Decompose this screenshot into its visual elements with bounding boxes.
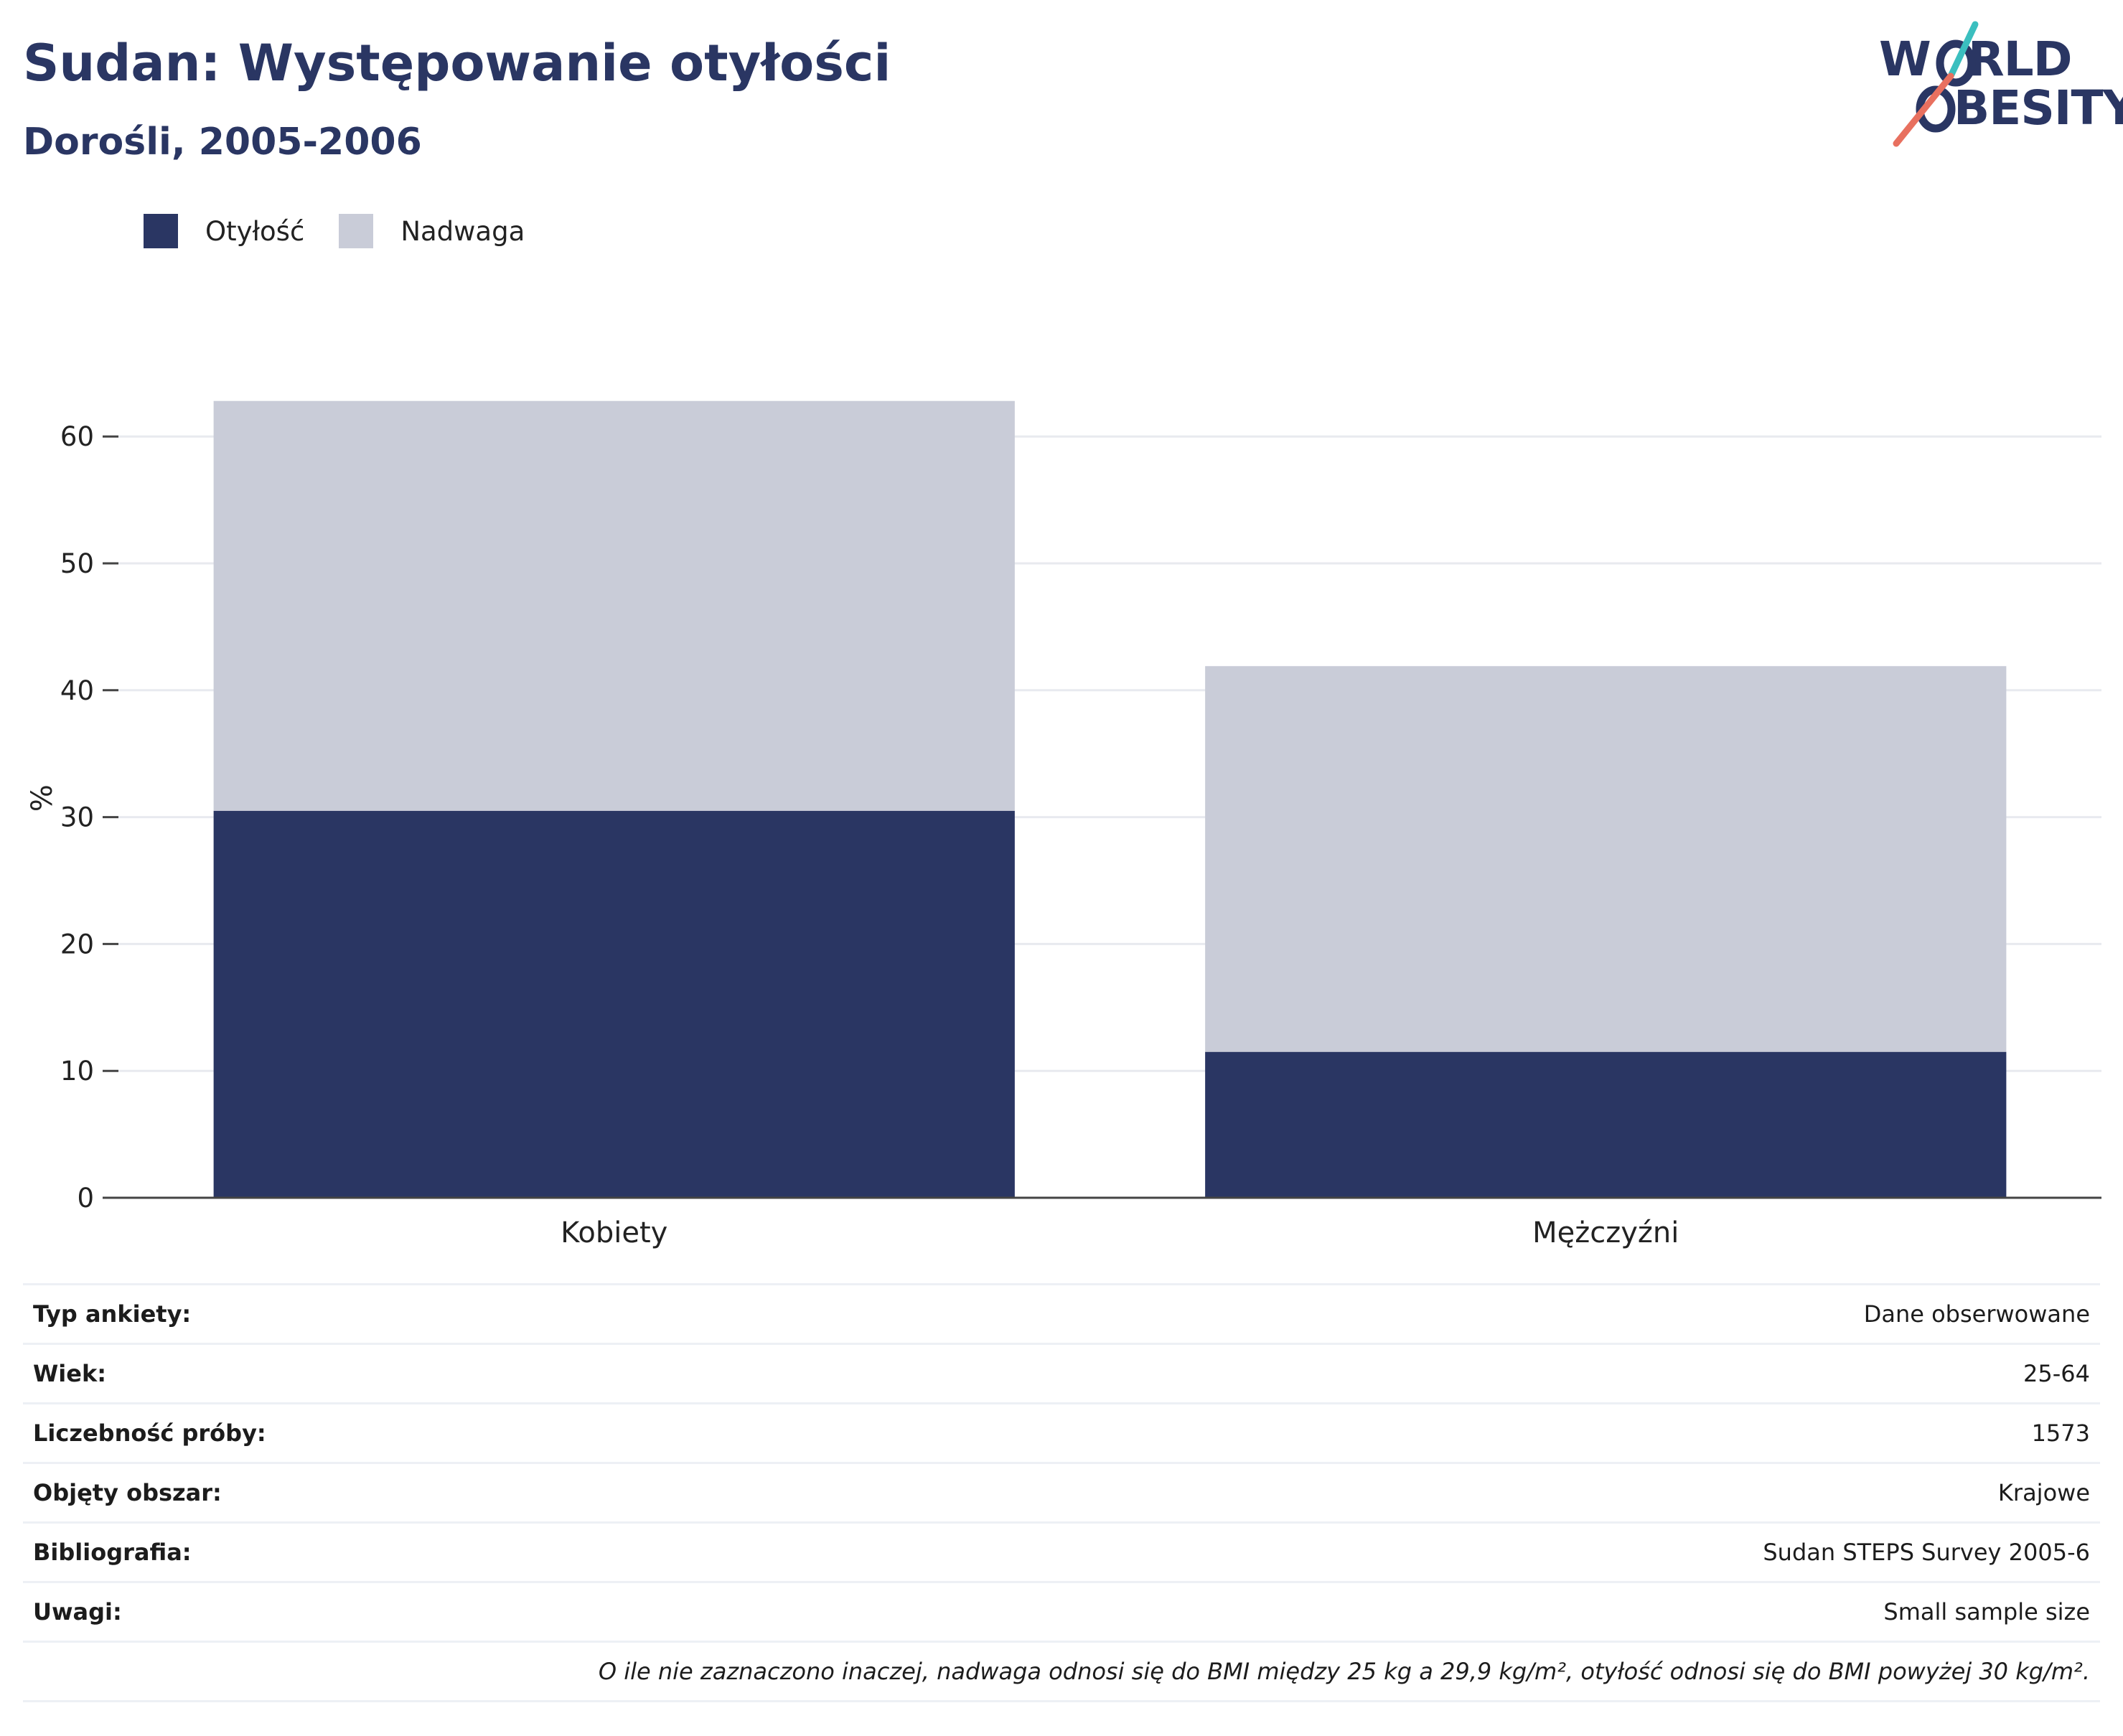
y-tick-label: 0	[77, 1183, 94, 1214]
logo-letters-rld: RLD	[1967, 32, 2073, 87]
logo-letters-besity: BESITY	[1954, 80, 2123, 136]
logo-line-2: BESITY	[1916, 83, 2123, 133]
info-value: Krajowe	[1997, 1479, 2090, 1506]
logo-letter-w: W	[1879, 32, 1931, 87]
chart-legend: Otyłość Nadwaga	[144, 210, 559, 253]
world-obesity-logo: W RLD BESITY	[1866, 20, 2123, 156]
x-tick-label: Kobiety	[561, 1216, 667, 1249]
info-row-area-covered: Objęty obszar: Krajowe	[23, 1464, 2100, 1524]
legend-item-obesity[interactable]: Otyłość	[144, 214, 304, 248]
info-value: Sudan STEPS Survey 2005-6	[1763, 1539, 2090, 1566]
logo-slash-mark	[1893, 21, 1979, 147]
legend-label-obesity: Otyłość	[205, 215, 305, 247]
bmi-definition-note: O ile nie zaznaczono inaczej, nadwaga od…	[23, 1643, 2100, 1702]
info-row-survey-type: Typ ankiety: Dane obserwowane	[23, 1285, 2100, 1345]
y-axis-title: %	[26, 784, 59, 812]
bar-chart: 0 10 20 30 40 50 60% Kobiety Mężczyźni	[26, 400, 2101, 1249]
info-value: 1573	[2031, 1420, 2090, 1447]
bar-segment-overweight	[1205, 666, 2007, 1052]
chart-title: Sudan: Występowanie otyłości	[23, 34, 891, 93]
info-value: Small sample size	[1883, 1598, 2090, 1625]
info-row-age: Wiek: 25-64	[23, 1345, 2100, 1404]
info-value: Dane obserwowane	[1863, 1300, 2090, 1328]
survey-info-table: Typ ankiety: Dane obserwowane Wiek: 25-6…	[23, 1283, 2100, 1702]
info-value: 25-64	[2023, 1360, 2090, 1387]
bar-segment-obesity	[1205, 1051, 2007, 1198]
x-tick-label: Mężczyźni	[1532, 1216, 1679, 1249]
bar-segment-overweight	[213, 400, 1015, 811]
info-key: Objęty obszar:	[33, 1479, 222, 1506]
info-key: Wiek:	[33, 1360, 107, 1387]
logo-slash-coral	[1893, 72, 1954, 147]
info-row-notes: Uwagi: Small sample size	[23, 1583, 2100, 1643]
legend-swatch-obesity	[144, 214, 178, 248]
info-key: Typ ankiety:	[33, 1300, 192, 1328]
y-tick-label: 50	[60, 548, 94, 579]
info-key: Liczebność próby:	[33, 1420, 266, 1447]
legend-item-overweight[interactable]: Nadwaga	[339, 214, 525, 248]
legend-label-overweight: Nadwaga	[400, 215, 525, 247]
info-key: Uwagi:	[33, 1598, 122, 1625]
legend-swatch-overweight	[339, 214, 374, 248]
logo-o-ring-1	[1936, 39, 1976, 87]
chart-subtitle: Dorośli, 2005-2006	[23, 121, 422, 164]
logo-slash-teal	[1947, 21, 1979, 80]
y-tick-label: 40	[60, 675, 94, 706]
logo-line-1: W RLD	[1879, 32, 2073, 87]
y-tick-label: 60	[60, 421, 94, 452]
y-tick-label: 20	[60, 929, 94, 960]
y-tick-label: 10	[60, 1056, 94, 1087]
info-key: Bibliografia:	[33, 1539, 192, 1566]
y-tick-label: 30	[60, 802, 94, 833]
bar-segment-obesity	[213, 810, 1015, 1198]
info-row-bibliography: Bibliografia: Sudan STEPS Survey 2005-6	[23, 1524, 2100, 1583]
info-row-sample-size: Liczebność próby: 1573	[23, 1404, 2100, 1464]
